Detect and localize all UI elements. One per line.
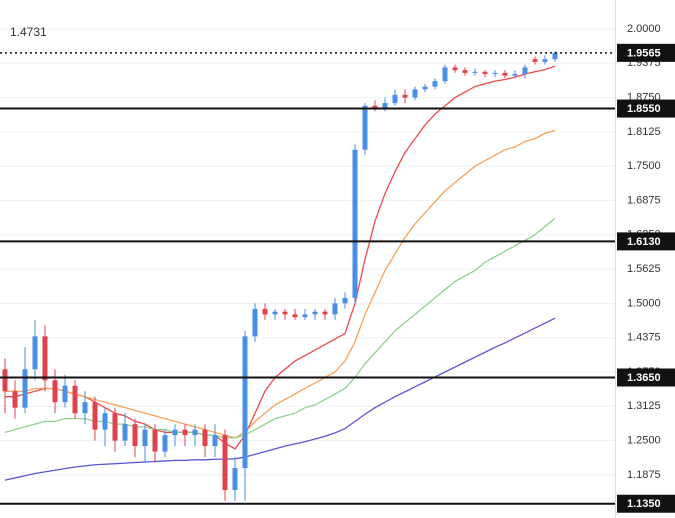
candle-body [192,429,198,436]
candle-body [492,72,498,74]
candle-body [402,94,408,98]
candle-body [112,413,118,441]
level-label-box [617,368,675,387]
moving-average-line [5,129,556,439]
candle-body [202,429,208,447]
y-tick-label: 1.3125 [627,400,661,412]
candle-body [162,435,168,452]
candle-body [62,385,68,403]
y-tick-label: 1.1875 [627,469,661,481]
candle-body [132,424,138,447]
level-label-box [617,494,675,513]
candle-body [542,59,548,62]
y-tick-label: 1.5000 [627,297,661,309]
y-tick-label: 1.6875 [627,194,661,206]
candle-body [142,429,148,447]
level-label: 1.1350 [627,498,661,510]
candle-body [412,89,418,98]
candle-body [502,72,508,76]
candle-body [522,67,528,74]
level-label-box [617,99,675,118]
y-tick-label: 2.0000 [627,23,661,35]
candle-body [452,67,458,71]
candle-body [42,336,48,381]
candle-body [82,402,88,414]
candle-body [352,149,358,298]
level-label: 1.3650 [627,372,661,384]
candle-body [252,308,258,337]
moving-average-line [4,317,556,481]
level-label: 1.8550 [627,103,661,115]
candle-body [22,369,28,408]
candle-body [462,70,468,73]
candle-body [322,311,328,315]
candles [2,50,558,501]
level-label-box [617,43,675,62]
y-tick-label: 1.2500 [627,435,661,447]
y-tick-label: 1.4375 [627,332,661,344]
candle-body [432,81,438,87]
candle-body [262,308,268,315]
candle-body [392,94,398,104]
annotation: 1.4731 [10,25,47,39]
candle-body [362,105,368,150]
candle-body [342,297,348,304]
candle-body [152,429,158,452]
candle-body [92,402,98,430]
candle-body [302,314,308,318]
candle-body [422,86,428,90]
candle-body [512,73,518,76]
candle-body [212,435,218,447]
candle-body [272,311,278,315]
candle-body [282,311,288,315]
candle-body [102,413,108,430]
candle-body [122,424,128,441]
candle-body [532,59,538,62]
candle-body [12,391,18,408]
candle-body [472,71,478,73]
candle-body [482,71,488,74]
candle-body [552,52,558,60]
candle-body [382,103,388,109]
candle-body [442,67,448,82]
candle-body [292,314,298,318]
level-label: 1.9565 [627,47,661,59]
level-label-box [617,232,675,251]
candle-body [2,369,8,392]
candle-body [332,303,338,315]
candle-body [32,336,38,370]
levels: 1.9565 1.8550 1.6130 1.3650 1.1350 [0,43,675,513]
candle-body [182,429,188,436]
candle-body [372,105,378,109]
y-tick-label: 1.8125 [627,126,661,138]
y-tick-label: 1.5625 [627,263,661,275]
candle-body [312,311,318,315]
candle-body [52,380,58,403]
candle-body [242,336,248,469]
candle-body [72,385,78,414]
candle-body [172,429,178,436]
candle-body [232,468,238,491]
candle-body [222,435,228,491]
level-label: 1.6130 [627,236,661,248]
y-tick-label: 1.7500 [627,160,661,172]
y-axis: 2.00001.93751.87501.81251.75001.68751.62… [627,23,661,481]
